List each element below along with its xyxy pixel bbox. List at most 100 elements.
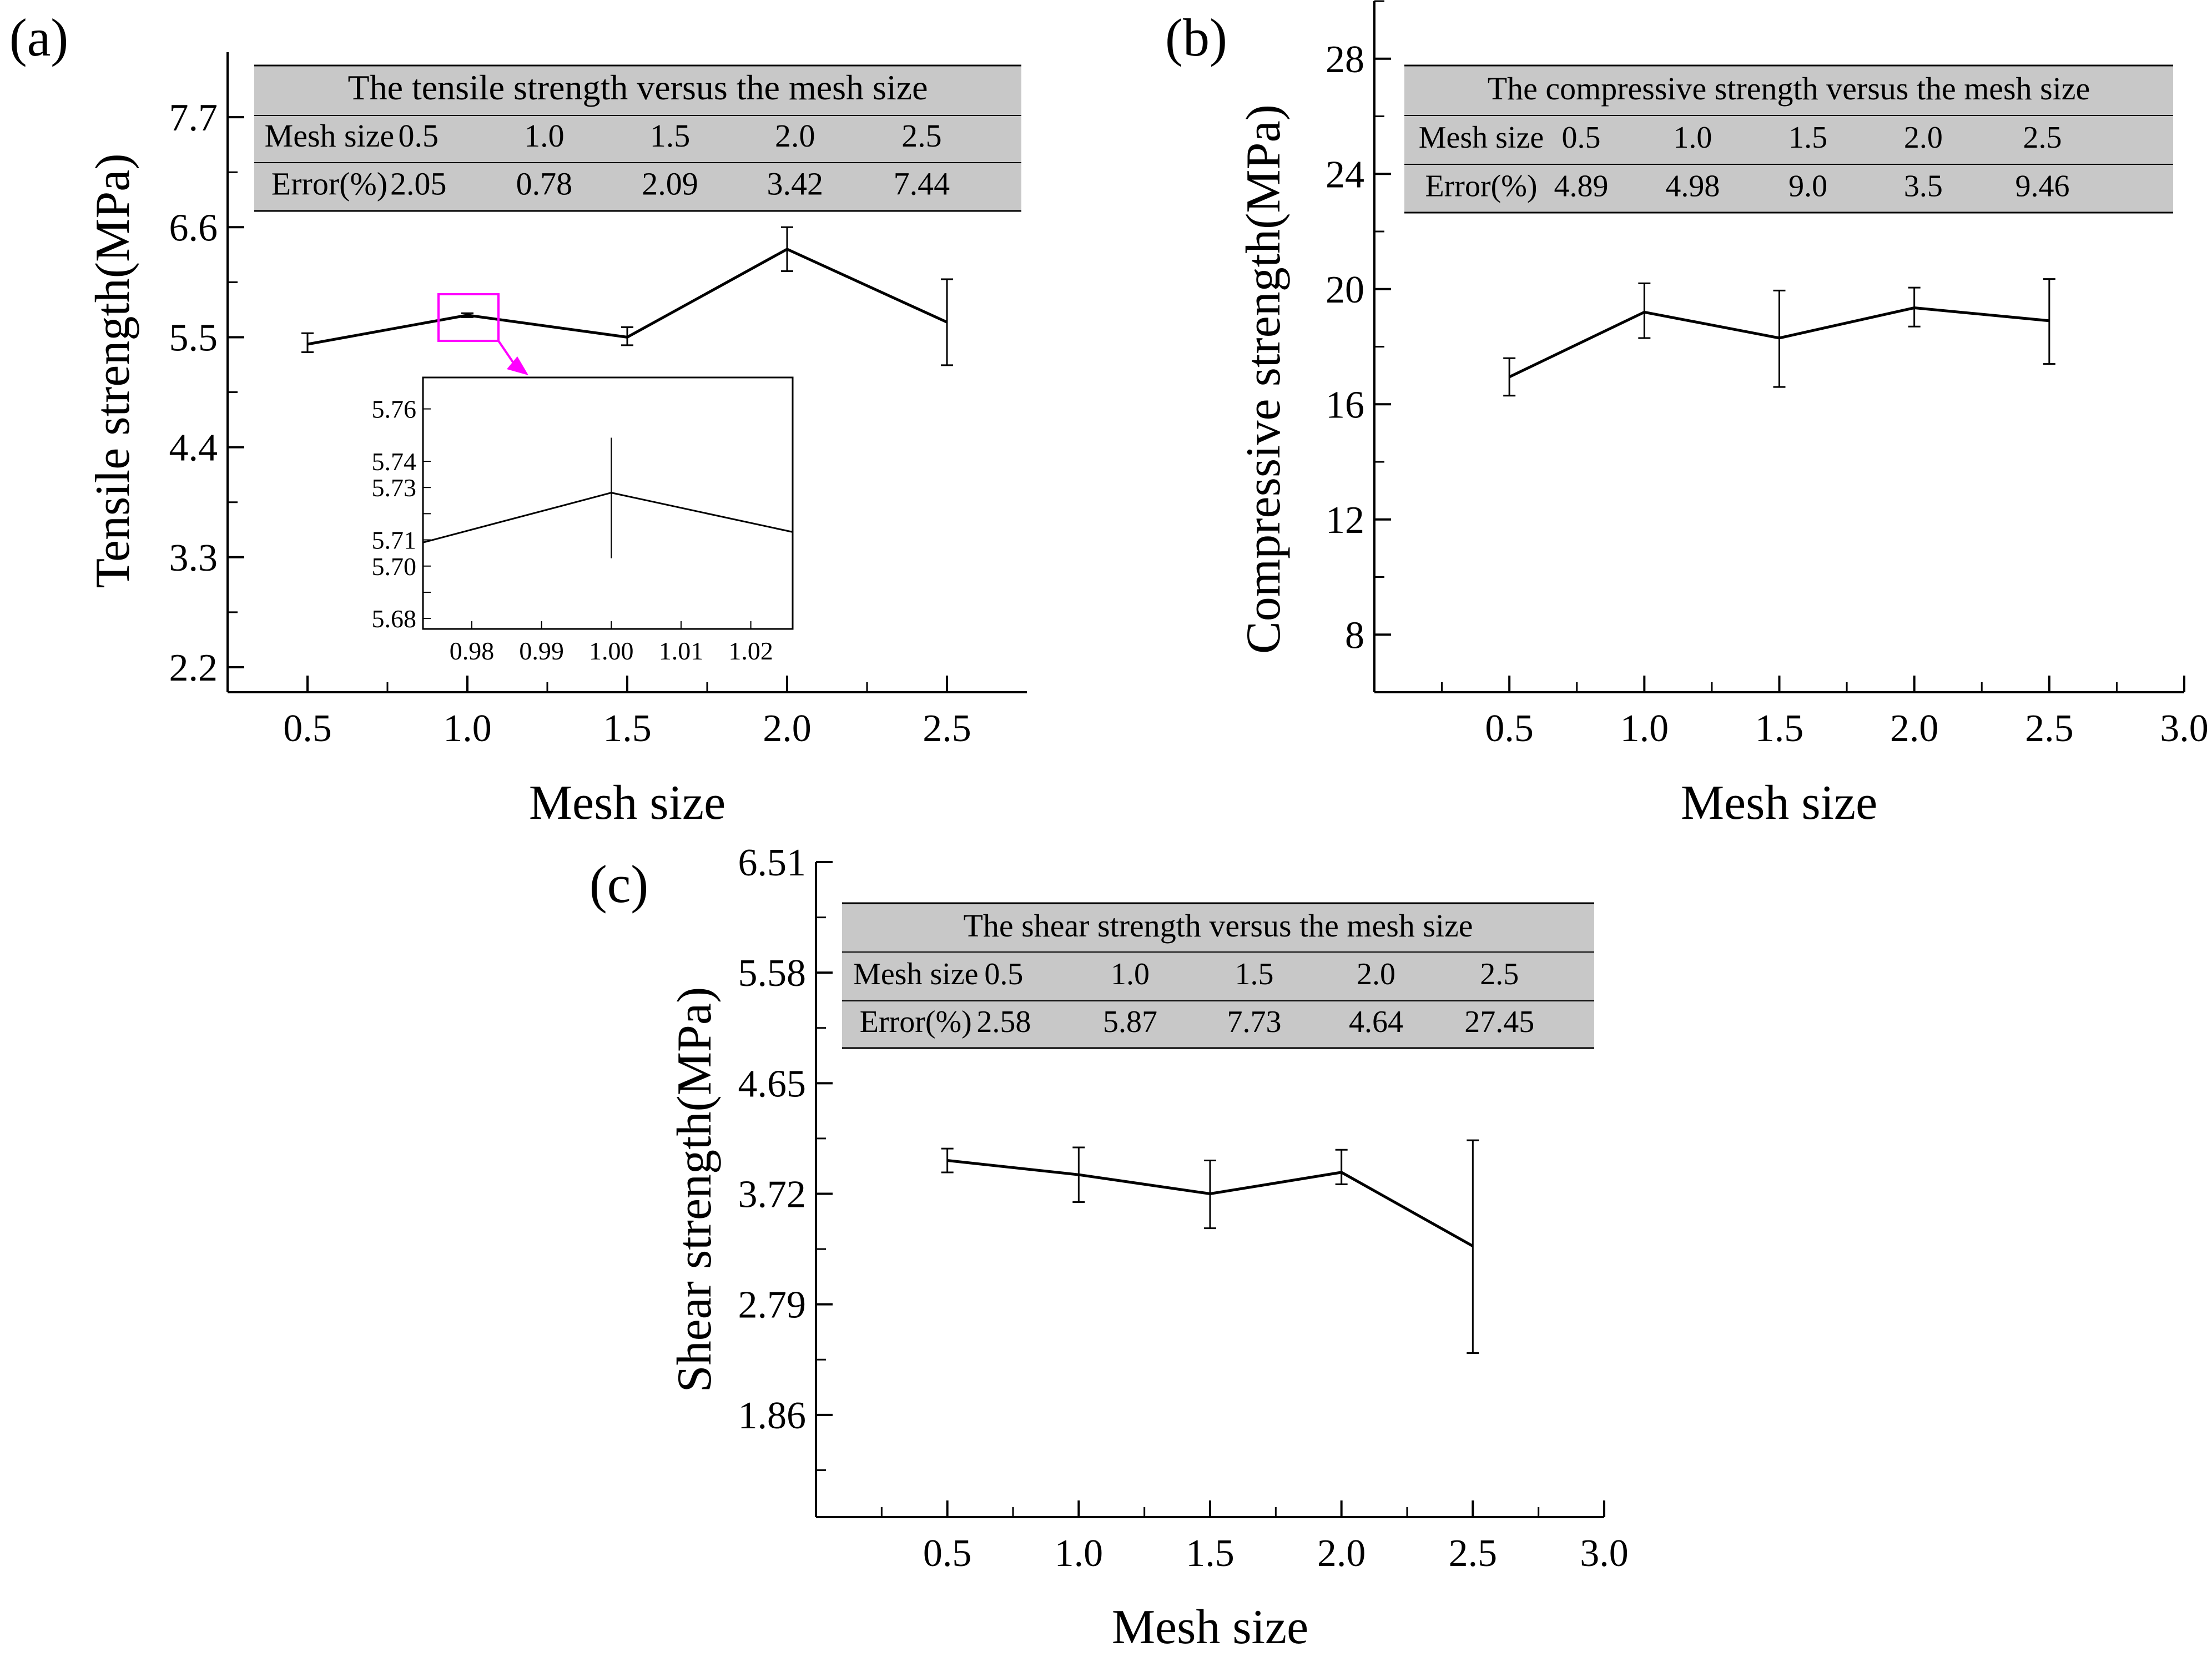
panel-b: 0.5 1.0 1.5 2.0 2.5 3.0 8 12 16 20 24 28 Mesh size Co…: [1165, 0, 2209, 830]
table-error-cell: 2.05: [390, 165, 447, 202]
table-header-cell: 2.0: [1357, 957, 1395, 991]
x-tick-label: 0.5: [923, 1532, 972, 1575]
inset-x-tick-label: 1.00: [589, 637, 634, 665]
y-tick-label: 12: [1326, 499, 1364, 542]
inset-y-tick-label: 5.73: [372, 474, 417, 502]
y-tick-label: 8: [1345, 614, 1364, 657]
table-error-cell: 9.46: [2016, 169, 2070, 203]
error-bar: [781, 226, 793, 273]
x-tick-label: 0.5: [283, 707, 332, 750]
x-tick-label: 3.0: [2160, 707, 2209, 750]
y-tick-label: 2.2: [169, 647, 218, 689]
table-header-cell: 1.5: [1788, 120, 1827, 155]
error-bar: [941, 1147, 954, 1174]
data-point: [1644, 311, 1645, 313]
data-point: [1472, 1245, 1474, 1247]
table-header-cell: 1.0: [1111, 957, 1150, 991]
table-error-cell: 2.09: [642, 165, 698, 202]
table-error-cell: 4.89: [1554, 169, 1609, 203]
table-title: The tensile strength versus the mesh siz…: [347, 68, 928, 107]
table-header-cell: 1.0: [1673, 120, 1712, 155]
error-table-background: [1404, 66, 2173, 213]
table-error-cell: 5.87: [1103, 1005, 1157, 1039]
inset-y-tick-label: 5.68: [372, 605, 417, 633]
table-header-cell: 2.0: [775, 118, 815, 154]
table-header-label: Mesh size: [853, 957, 979, 991]
x-tick-label: 1.5: [1186, 1532, 1235, 1575]
y-tick-label: 28: [1326, 38, 1364, 81]
zoom-inset: 0.98 0.99 1.00 1.01 1.02 5.68 5.705.71 5.735.74…: [372, 376, 794, 665]
panel-label: (a): [9, 8, 69, 67]
table-error-cell: 2.58: [976, 1005, 1031, 1039]
table-row-label: Error(%): [271, 165, 387, 202]
table-header-cell: 1.5: [1235, 957, 1274, 991]
inset-x-tick-label: 1.02: [728, 637, 773, 665]
table-error-cell: 3.5: [1904, 169, 1943, 203]
data-point: [467, 314, 468, 316]
data-point: [307, 344, 308, 345]
error-table: The tensile strength versus the mesh siz…: [254, 64, 1021, 212]
error-bar: [941, 278, 953, 366]
table-title: The compressive strength versus the mesh…: [1488, 70, 2090, 107]
data-point: [627, 336, 628, 338]
error-bar: [1773, 289, 1786, 388]
x-tick-label: 2.0: [1317, 1532, 1366, 1575]
zoom-arrow-head: [507, 356, 528, 375]
table-error-cell: 4.98: [1665, 169, 1720, 203]
y-tick-label: 6.51: [738, 842, 807, 884]
y-tick-label: 16: [1326, 384, 1364, 426]
data-point: [787, 248, 788, 250]
data-point: [2048, 320, 2050, 321]
y-tick-label: 20: [1326, 269, 1364, 311]
table-header-cell: 2.5: [1480, 957, 1519, 991]
y-axis-label: Tensile strength(MPa): [86, 153, 140, 588]
y-axis-label: Shear strength(MPa): [668, 987, 722, 1393]
error-bar: [1467, 1139, 1479, 1354]
y-tick-label: 1.86: [738, 1394, 807, 1437]
x-tick-label: 1.0: [443, 707, 492, 750]
y-tick-label: 5.58: [738, 952, 807, 995]
x-tick-label: 1.5: [603, 707, 652, 750]
error-bar: [2043, 278, 2055, 365]
y-tick-label: 7.7: [169, 97, 218, 139]
table-row-label: Error(%): [860, 1005, 972, 1039]
error-bar: [1638, 282, 1651, 339]
table-row-label: Error(%): [1425, 169, 1537, 203]
error-bar: [461, 312, 473, 318]
x-tick-label: 2.5: [923, 707, 971, 750]
y-tick-label: 5.5: [169, 316, 218, 359]
error-bar: [1072, 1146, 1085, 1203]
table-error-cell: 3.42: [767, 165, 824, 202]
table-header-cell: 0.5: [984, 957, 1023, 991]
table-header-cell: 2.0: [1904, 120, 1943, 155]
error-bar: [1503, 357, 1516, 397]
table-error-cell: 0.78: [516, 165, 573, 202]
x-tick-label: 1.5: [1755, 707, 1804, 750]
y-axis-label: Compressive strength(MPa): [1237, 104, 1291, 654]
x-tick-label: 1.0: [1055, 1532, 1104, 1575]
table-error-cell: 7.73: [1227, 1005, 1282, 1039]
inset-frame: [422, 376, 794, 630]
x-axis-label: Mesh size: [529, 776, 725, 830]
y-tick-label: 24: [1326, 153, 1364, 196]
table-error-cell: 4.64: [1349, 1005, 1403, 1039]
error-bar: [301, 332, 314, 353]
x-tick-label: 0.5: [1485, 707, 1534, 750]
table-header-label: Mesh size: [1419, 120, 1544, 155]
table-header-cell: 1.5: [650, 118, 691, 154]
data-point: [1341, 1171, 1342, 1173]
x-tick-label: 2.5: [1449, 1532, 1498, 1575]
error-bar: [621, 326, 633, 346]
x-axis-label: Mesh size: [1681, 776, 1877, 830]
chart-root: 0.5 1.0 1.5 2.0 2.5 2.2 3.3 4.4 5.5 6.6 7.7 Mesh si…: [9, 0, 2209, 1654]
y-tick-label: 4.4: [169, 427, 218, 470]
inset-y-tick-label: 5.74: [372, 447, 417, 476]
y-tick-label: 3.3: [169, 537, 218, 580]
table-header-label: Mesh size: [265, 118, 395, 154]
error-bar: [1335, 1149, 1348, 1185]
table-header-cell: 1.0: [524, 118, 565, 154]
x-tick-label: 2.0: [763, 707, 812, 750]
data-point: [1078, 1174, 1080, 1176]
